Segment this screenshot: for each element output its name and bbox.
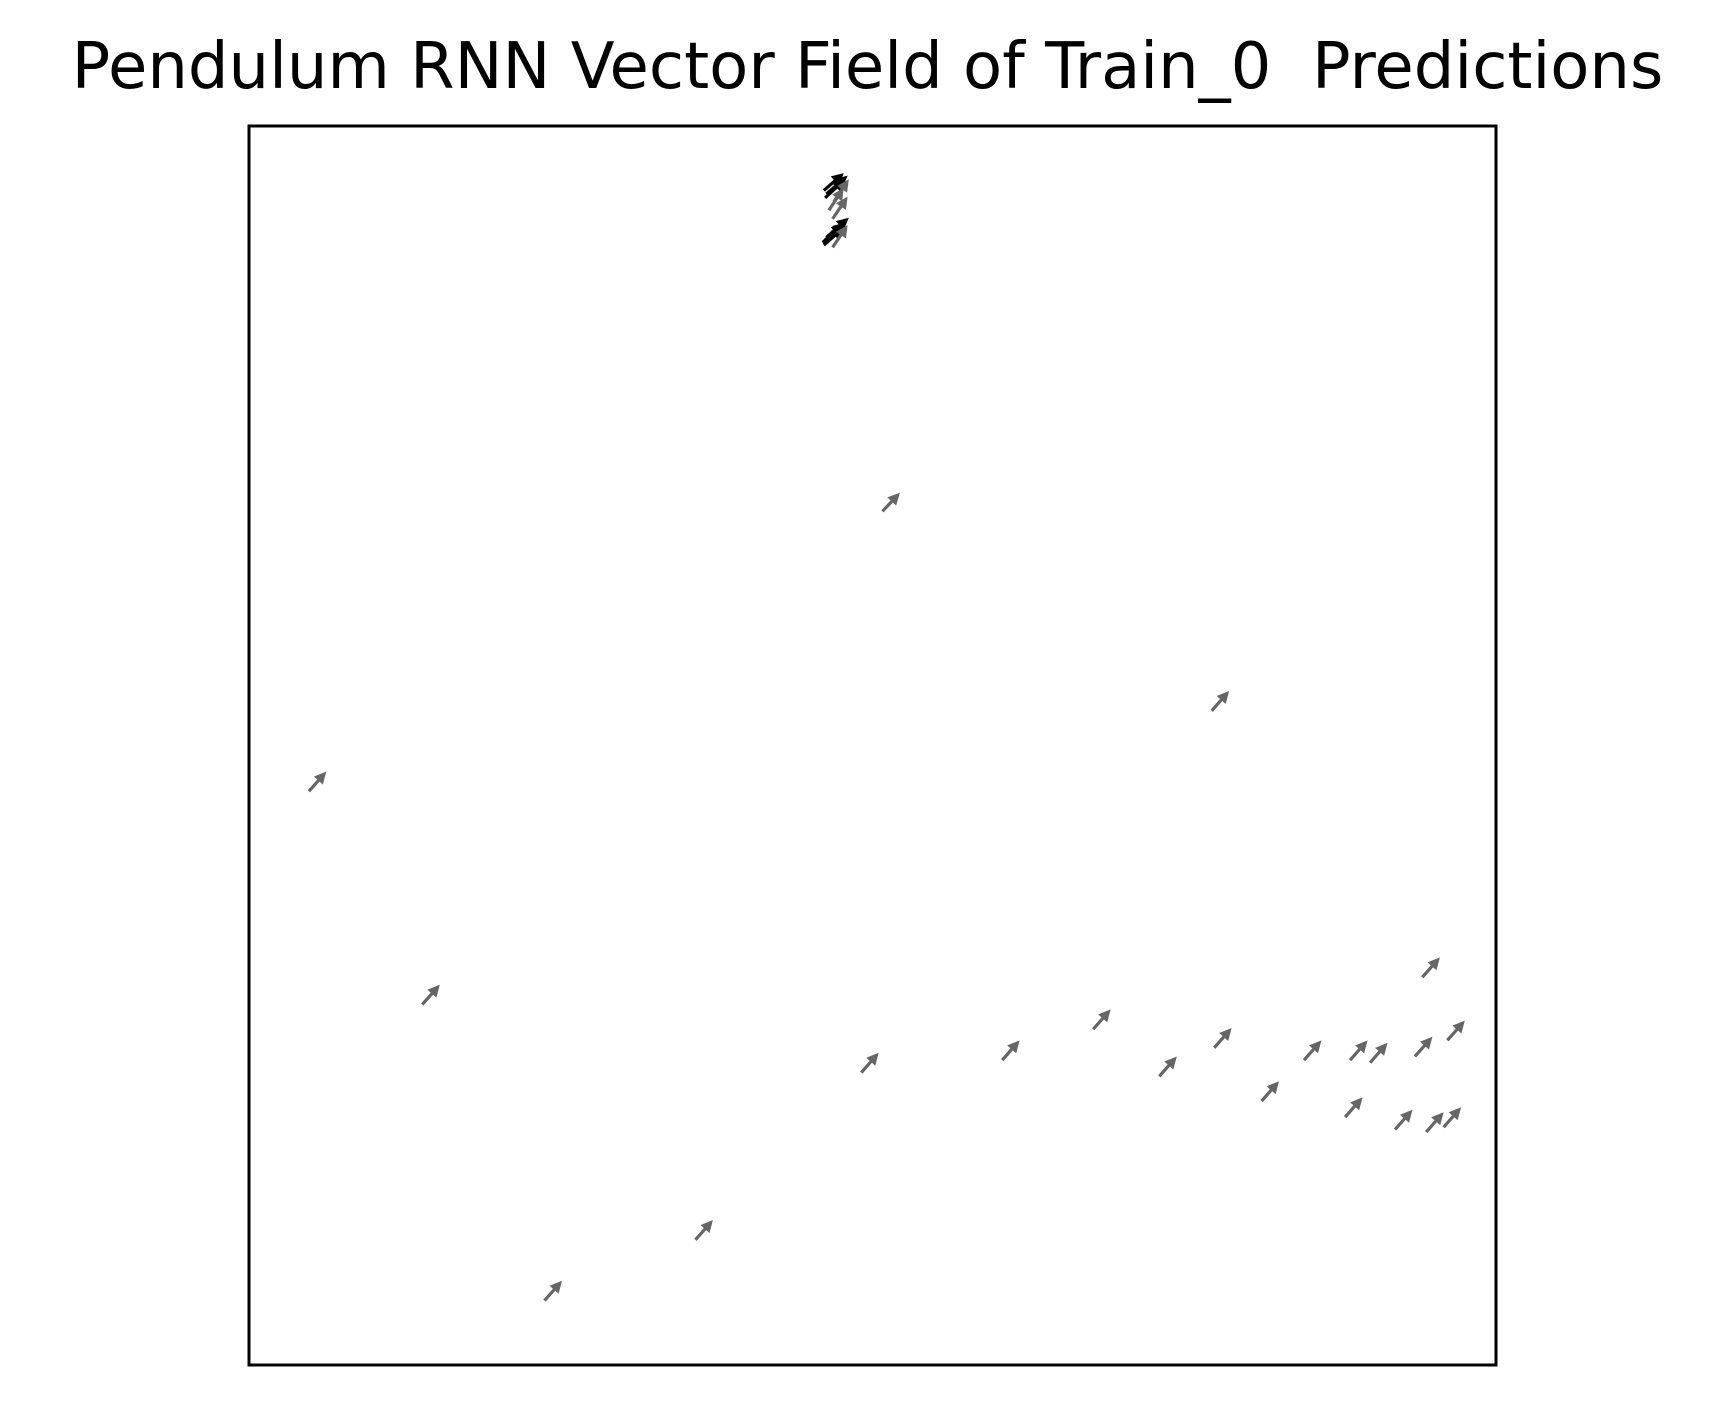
vector-arrow (1421, 957, 1440, 979)
vector-arrow (1260, 1081, 1279, 1103)
vector-arrow (827, 187, 844, 212)
vector-arrow (1092, 1009, 1111, 1031)
vector-arrow (1210, 691, 1230, 712)
chart-title: Pendulum RNN Vector Field of Train_0 Pre… (71, 30, 1664, 104)
vector-arrow (694, 1220, 713, 1241)
vector-arrow (1425, 1112, 1444, 1134)
vector-arrow (1442, 1107, 1462, 1129)
vector-arrow (822, 173, 844, 192)
vector-arrow (1158, 1056, 1177, 1078)
vector-arrow (421, 984, 440, 1006)
vector-arrow (1343, 1097, 1363, 1119)
vector-arrow (1001, 1040, 1020, 1062)
vector-arrow (1413, 1036, 1433, 1058)
vector-arrow (1446, 1020, 1465, 1042)
vector-arrow (1368, 1042, 1388, 1064)
vector-arrow (1213, 1028, 1232, 1049)
vector-arrow (831, 225, 848, 249)
vector-arrow (1348, 1040, 1368, 1062)
vector-arrow (307, 771, 327, 793)
arrows-layer (307, 173, 1465, 1302)
vector-arrow (881, 492, 900, 513)
vector-arrow (831, 196, 848, 220)
vector-arrow (1393, 1109, 1413, 1131)
vector-arrow (543, 1280, 562, 1302)
vector-arrow (825, 175, 848, 196)
plot-frame (247, 124, 1498, 1367)
vector-arrow (1302, 1040, 1322, 1062)
vector-arrow (821, 223, 844, 244)
vector-arrow (860, 1052, 879, 1074)
